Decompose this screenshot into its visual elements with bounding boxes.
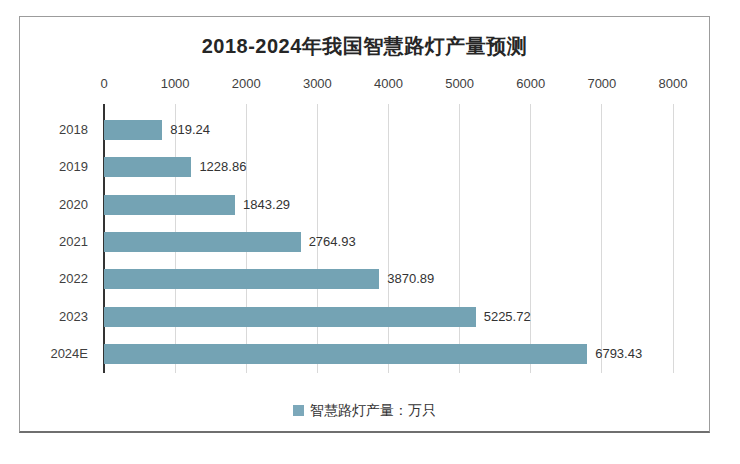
value-label: 1228.86 [199,158,246,176]
x-tick-label: 5000 [430,76,490,92]
value-label: 6793.43 [595,345,642,363]
value-label: 819.24 [170,121,210,139]
x-tick-label: 2000 [216,76,276,92]
gridline [601,104,602,373]
x-tick-label: 8000 [643,76,703,92]
x-tick-label: 3000 [287,76,347,92]
bar [104,120,162,140]
legend: 智慧路灯产量：万只 [20,401,709,419]
bar [104,307,476,327]
bar [104,195,235,215]
value-label: 1843.29 [243,196,290,214]
category-label: 2018 [26,121,88,139]
category-label: 2023 [26,308,88,326]
category-label: 2021 [26,233,88,251]
gridline [388,104,389,373]
category-label: 2019 [26,158,88,176]
bar [104,344,587,364]
gridline [673,104,674,373]
bar [104,157,191,177]
legend-label: 智慧路灯产量：万只 [310,401,436,419]
category-label: 2024E [26,345,88,363]
value-label: 5225.72 [484,308,531,326]
chart-title: 2018-2024年我国智慧路灯产量预测 [20,33,709,60]
category-label: 2020 [26,196,88,214]
x-tick-label: 7000 [572,76,632,92]
bar [104,232,301,252]
x-tick-label: 0 [74,76,134,92]
gridline [459,104,460,373]
value-label: 3870.89 [387,270,434,288]
x-tick-label: 6000 [501,76,561,92]
x-tick-label: 1000 [145,76,205,92]
legend-marker-icon [293,405,304,416]
gridline [530,104,531,373]
chart-figure: 2018-2024年我国智慧路灯产量预测 0 1000 2000 3000 4000 50… [19,16,710,433]
x-tick-label: 4000 [359,76,419,92]
bar [104,269,379,289]
value-label: 2764.93 [309,233,356,251]
category-label: 2022 [26,270,88,288]
